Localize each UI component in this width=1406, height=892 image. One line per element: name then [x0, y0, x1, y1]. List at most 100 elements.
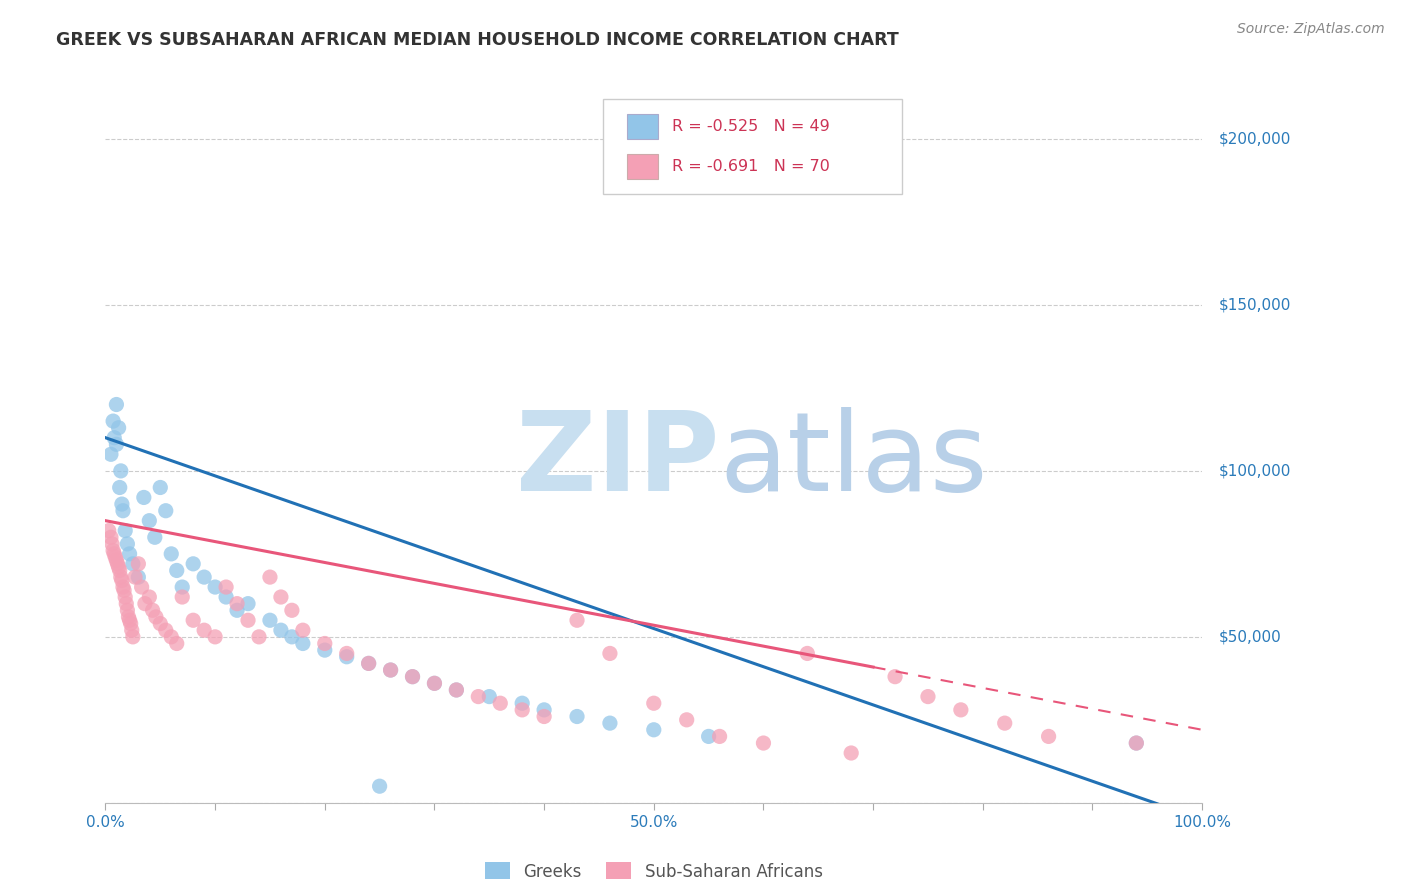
- Point: [120, 616, 142, 631]
- Point: [401, 670, 423, 684]
- Point: [236, 597, 259, 611]
- Point: [127, 557, 149, 571]
- Point: [105, 397, 128, 411]
- Point: [131, 580, 153, 594]
- Point: [236, 613, 259, 627]
- Text: atlas: atlas: [720, 407, 988, 514]
- Point: [149, 616, 172, 631]
- Point: [314, 643, 336, 657]
- Point: [380, 663, 402, 677]
- Point: [155, 504, 177, 518]
- Point: [117, 537, 139, 551]
- Point: [172, 580, 194, 594]
- Point: [121, 624, 143, 638]
- Point: [533, 703, 555, 717]
- Legend: Greeks, Sub-Saharan Africans: Greeks, Sub-Saharan Africans: [478, 855, 830, 888]
- Point: [643, 696, 665, 710]
- Point: [697, 730, 720, 744]
- Point: [565, 709, 588, 723]
- Point: [138, 590, 160, 604]
- Point: [121, 557, 145, 571]
- Point: [401, 670, 423, 684]
- Point: [160, 547, 183, 561]
- Point: [599, 716, 621, 731]
- Point: [97, 524, 120, 538]
- Point: [172, 590, 194, 604]
- Point: [181, 613, 204, 627]
- Point: [839, 746, 862, 760]
- Point: [467, 690, 489, 704]
- Point: [107, 560, 129, 574]
- Point: [204, 580, 226, 594]
- Point: [357, 657, 380, 671]
- Point: [101, 543, 124, 558]
- Point: [752, 736, 775, 750]
- Point: [127, 570, 149, 584]
- Point: [111, 574, 134, 588]
- Point: [181, 557, 204, 571]
- Point: [160, 630, 183, 644]
- Point: [949, 703, 972, 717]
- Point: [204, 630, 226, 644]
- Point: [108, 481, 131, 495]
- Point: [117, 610, 139, 624]
- Text: R = -0.525   N = 49: R = -0.525 N = 49: [672, 120, 830, 135]
- Point: [100, 530, 122, 544]
- Point: [380, 663, 402, 677]
- Point: [114, 590, 136, 604]
- Text: $200,000: $200,000: [1219, 131, 1291, 146]
- Point: [215, 580, 238, 594]
- Point: [107, 421, 129, 435]
- Point: [110, 464, 132, 478]
- Point: [291, 624, 314, 638]
- Point: [247, 630, 270, 644]
- Text: GREEK VS SUBSAHARAN AFRICAN MEDIAN HOUSEHOLD INCOME CORRELATION CHART: GREEK VS SUBSAHARAN AFRICAN MEDIAN HOUSE…: [56, 31, 898, 49]
- Point: [1038, 730, 1060, 744]
- Point: [142, 603, 165, 617]
- Text: ZIP: ZIP: [516, 407, 720, 514]
- Point: [117, 603, 139, 617]
- Point: [796, 647, 818, 661]
- Point: [1125, 736, 1147, 750]
- Point: [105, 437, 128, 451]
- Point: [103, 431, 125, 445]
- Text: Source: ZipAtlas.com: Source: ZipAtlas.com: [1237, 22, 1385, 37]
- Point: [489, 696, 512, 710]
- Text: $150,000: $150,000: [1219, 297, 1291, 312]
- Point: [100, 447, 122, 461]
- Point: [111, 580, 134, 594]
- Point: [423, 676, 446, 690]
- Point: [565, 613, 588, 627]
- Point: [110, 570, 132, 584]
- Point: [884, 670, 907, 684]
- Point: [357, 657, 380, 671]
- Text: R = -0.691   N = 70: R = -0.691 N = 70: [672, 159, 830, 174]
- Point: [134, 597, 156, 611]
- Point: [281, 630, 304, 644]
- Point: [112, 583, 135, 598]
- Point: [101, 414, 124, 428]
- Point: [111, 497, 134, 511]
- Point: [193, 570, 215, 584]
- Point: [599, 647, 621, 661]
- Point: [368, 779, 391, 793]
- Point: [510, 696, 533, 710]
- Point: [226, 603, 249, 617]
- Point: [115, 597, 138, 611]
- Point: [259, 570, 281, 584]
- Point: [132, 491, 155, 505]
- Point: [226, 597, 249, 611]
- Point: [104, 550, 127, 565]
- Point: [111, 504, 134, 518]
- Point: [166, 636, 188, 650]
- Point: [270, 624, 292, 638]
- Point: [103, 547, 125, 561]
- Point: [336, 649, 359, 664]
- Point: [423, 676, 446, 690]
- Point: [917, 690, 939, 704]
- Point: [478, 690, 501, 704]
- Point: [446, 682, 468, 697]
- Point: [291, 636, 314, 650]
- Point: [675, 713, 697, 727]
- Point: [994, 716, 1017, 731]
